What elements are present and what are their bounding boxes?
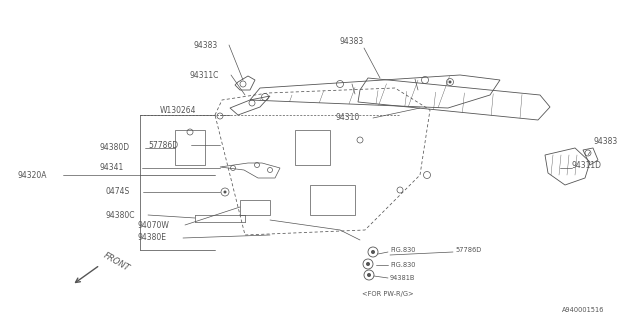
Text: 94341: 94341 [100, 164, 124, 172]
Text: 94383: 94383 [193, 41, 217, 50]
Text: FRONT: FRONT [102, 251, 131, 273]
Text: 94320A: 94320A [18, 171, 47, 180]
Text: 94381B: 94381B [390, 275, 415, 281]
Text: 94380E: 94380E [138, 234, 167, 243]
Circle shape [366, 262, 370, 266]
Text: 94311D: 94311D [572, 161, 602, 170]
Text: FIG.830: FIG.830 [390, 262, 415, 268]
Text: 94070W: 94070W [138, 220, 170, 229]
Text: 57786D: 57786D [148, 140, 178, 149]
Text: FIG.830: FIG.830 [390, 247, 415, 253]
Text: 94383: 94383 [340, 37, 364, 46]
Text: A940001516: A940001516 [562, 307, 604, 313]
Text: 94380D: 94380D [100, 143, 130, 153]
Text: 94380C: 94380C [105, 211, 134, 220]
Text: 0474S: 0474S [105, 188, 129, 196]
Text: W130264: W130264 [160, 106, 196, 115]
Circle shape [367, 273, 371, 277]
Circle shape [371, 250, 375, 254]
Text: 57786D: 57786D [455, 247, 481, 253]
Text: <FOR PW-R/G>: <FOR PW-R/G> [362, 291, 413, 297]
Circle shape [223, 190, 227, 194]
Text: 94310: 94310 [335, 114, 359, 123]
Text: 94383: 94383 [593, 138, 617, 147]
Circle shape [449, 81, 451, 84]
Text: 94311C: 94311C [190, 70, 220, 79]
